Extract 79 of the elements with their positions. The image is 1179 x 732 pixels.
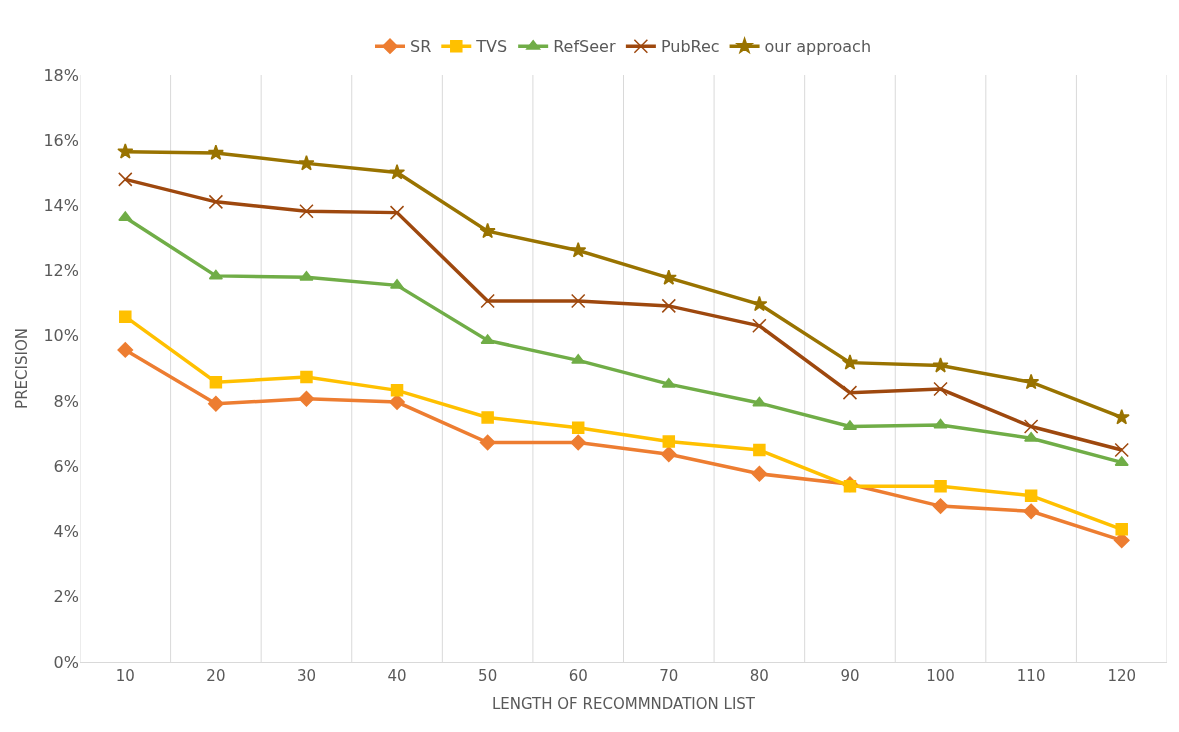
point [932,357,949,373]
point [570,434,587,451]
point [570,242,587,258]
x-tick-label: 120 [1107,667,1137,685]
point [933,418,948,429]
legend-label: TVS [475,37,508,57]
point [660,446,677,463]
x-tick-label: 40 [387,667,407,685]
x-axis-title: LENGTH OF RECOMMNDATION LIST [491,695,756,713]
y-tick-label: 18% [43,65,79,85]
point [1024,489,1038,502]
point [1023,503,1040,520]
point [209,375,223,389]
point [207,144,224,160]
legend-label: PubRec [660,37,720,57]
point [751,465,768,482]
point [298,390,315,407]
point [932,498,949,515]
x-tick-label: 10 [115,667,135,685]
x-tick-label: 60 [568,667,588,685]
point [389,205,405,220]
point [298,154,315,171]
point [1115,523,1128,536]
legend-label: our approach [764,37,872,57]
y-tick-label: 10% [43,326,79,346]
legend-label: RefSeer [553,37,616,57]
point [300,370,313,384]
point [1023,419,1039,434]
point [661,377,676,388]
x-tick-label: 110 [1016,667,1046,685]
point [570,293,586,309]
y-axis-title: PRECISION [12,328,31,409]
point [479,222,496,239]
point [389,394,405,410]
point [299,204,314,219]
point [662,435,676,448]
y-tick-label: 12% [43,261,79,281]
y-tick-label: 6% [53,456,79,476]
x-tick-label: 50 [478,667,498,685]
point [842,385,858,400]
y-tick-label: 14% [43,196,79,216]
point [119,310,132,323]
x-tick-label: 90 [840,667,860,685]
point [933,381,948,397]
point [479,434,496,451]
y-tick-label: 4% [53,522,79,542]
point [934,479,947,493]
point [480,293,495,309]
y-tick-label: 16% [43,130,79,150]
point [752,318,767,334]
point [118,172,133,187]
point [388,164,406,180]
point [481,411,494,424]
y-tick-label: 2% [53,587,79,607]
point [208,269,223,280]
x-tick-label: 80 [749,667,769,685]
point [660,269,677,285]
legend-label: SR [410,37,432,57]
point [571,421,585,435]
point [753,443,766,457]
point [390,384,404,397]
point [117,143,134,159]
point [117,342,134,358]
x-tick-label: 20 [206,667,226,685]
y-tick-label: 0% [53,652,79,672]
x-tick-label: 70 [659,667,679,685]
x-tick-label: 100 [926,667,955,685]
point [118,211,133,222]
point [208,194,224,210]
point [1113,408,1130,425]
point [752,396,767,407]
point [299,270,314,281]
point [1114,442,1129,458]
point [1023,373,1040,390]
point [207,395,224,412]
x-tick-label: 30 [296,667,317,685]
y-tick-label: 8% [53,391,79,411]
point [841,354,859,370]
point [661,298,677,314]
